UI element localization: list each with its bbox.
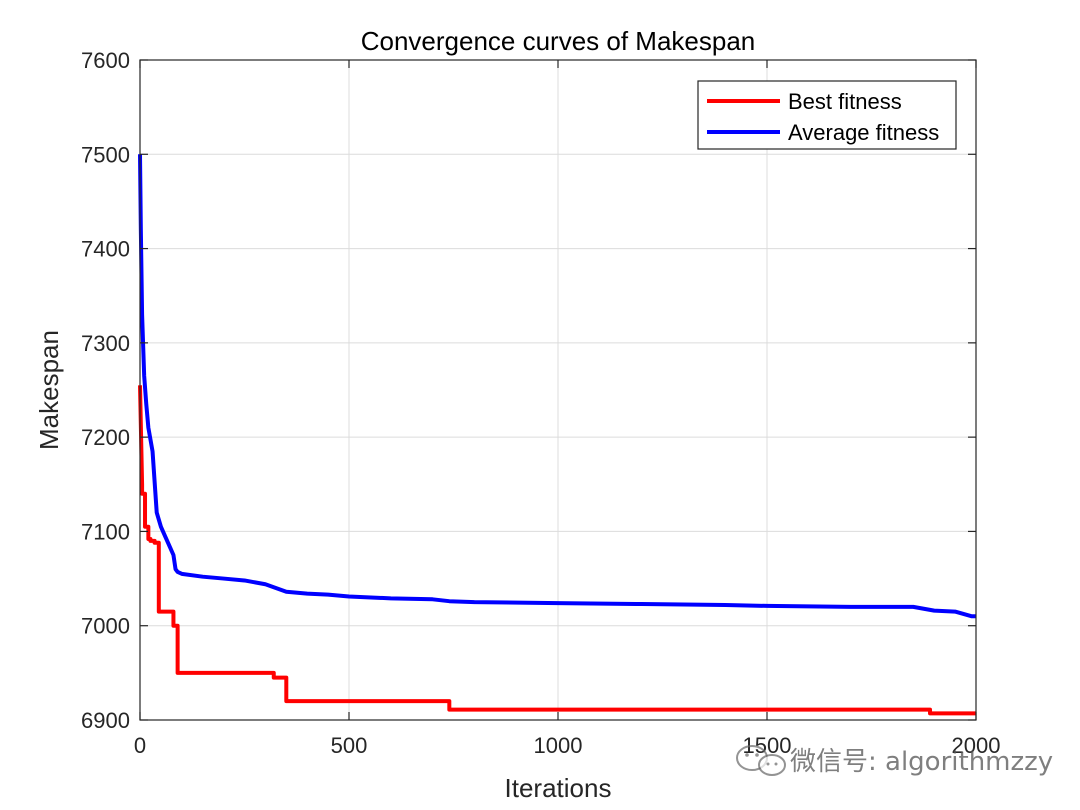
x-tick-label: 0 <box>134 733 146 758</box>
legend-label-average-fitness: Average fitness <box>788 120 939 145</box>
legend-box <box>697 80 957 150</box>
y-tick-label: 7100 <box>81 519 130 544</box>
series-line-best-fitness <box>138 385 976 716</box>
y-tick-label: 7500 <box>81 142 130 167</box>
x-tick-label: 1000 <box>534 733 583 758</box>
watermark-text: 微信号: algorithmzzy <box>790 747 1053 777</box>
y-tick-label: 7200 <box>81 425 130 450</box>
axis-ticks: 0 500 1000 1500 2000690070007100720073007400… <box>81 48 1000 758</box>
y-axis-label: Makespan <box>34 330 64 450</box>
legend-label-best-fitness: Best fitness <box>788 89 902 114</box>
x-tick-label: 500 <box>331 733 368 758</box>
grid-lines <box>139 59 977 721</box>
y-tick-label: 7300 <box>81 331 130 356</box>
series-layer <box>138 154 976 716</box>
y-tick-label: 6900 <box>81 708 130 733</box>
legend: Best fitness Average fitness <box>697 80 957 150</box>
y-tick-label: 7400 <box>81 237 130 262</box>
x-tick-label: 2000 <box>952 733 1001 758</box>
y-tick-label: 7600 <box>81 48 130 73</box>
series-line-average-fitness <box>138 154 976 619</box>
x-axis-label: Iterations <box>505 773 612 803</box>
chart-title: Convergence curves of Makespan <box>361 26 756 56</box>
y-tick-label: 7000 <box>81 614 130 639</box>
chat-bubbles-icon <box>736 745 786 776</box>
watermark: 微信号: algorithmzzy <box>736 745 1053 777</box>
